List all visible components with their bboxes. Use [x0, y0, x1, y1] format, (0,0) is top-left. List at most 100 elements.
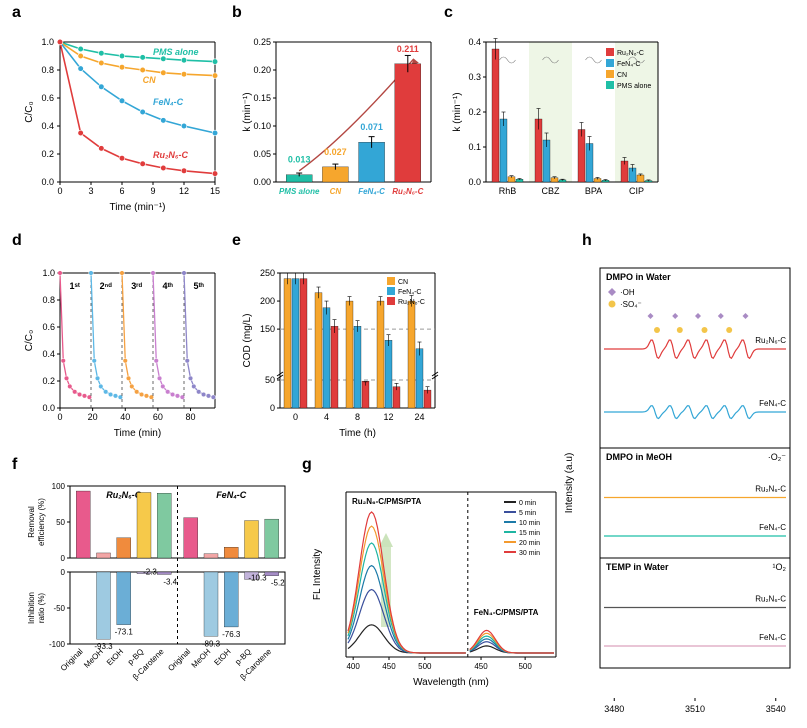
svg-text:FL Intensity: FL Intensity [312, 549, 323, 600]
svg-text:-2.3: -2.3 [143, 568, 157, 577]
svg-text:FeN₄-C: FeN₄-C [759, 399, 786, 408]
svg-text:-89.3: -89.3 [202, 639, 221, 648]
svg-text:-3.4: -3.4 [163, 577, 177, 586]
chart-h: Magnetic Field (G)Intensity (a.u)3480351… [450, 248, 798, 720]
svg-text:0.00: 0.00 [253, 177, 271, 187]
svg-text:4ᵗʰ: 4ᵗʰ [163, 281, 174, 291]
panel-label-f: f [12, 456, 17, 474]
svg-text:BPA: BPA [585, 186, 602, 196]
svg-text:0.0: 0.0 [41, 177, 54, 187]
svg-text:60: 60 [153, 412, 163, 422]
svg-text:15: 15 [210, 186, 220, 196]
svg-text:-100: -100 [49, 640, 66, 649]
svg-text:12: 12 [179, 186, 189, 196]
svg-text:3540: 3540 [766, 704, 786, 714]
svg-text:Time (h): Time (h) [339, 428, 376, 439]
chart-a: 036912150.00.20.40.60.81.0Time (min⁻¹)C/… [20, 20, 225, 220]
svg-text:0.0: 0.0 [42, 403, 55, 413]
svg-text:20: 20 [88, 412, 98, 422]
svg-text:Ru₂N₆-C: Ru₂N₆-C [106, 490, 142, 500]
svg-text:1.0: 1.0 [41, 37, 54, 47]
svg-text:Time (min⁻¹): Time (min⁻¹) [109, 202, 165, 213]
svg-text:PMS alone: PMS alone [617, 83, 651, 90]
svg-text:PMS alone: PMS alone [279, 187, 320, 196]
chart-d: 0204060800.00.20.40.60.81.0Time (min)C/C… [20, 248, 225, 443]
svg-text:1ˢᵗ: 1ˢᵗ [70, 281, 80, 291]
svg-text:MeOH: MeOH [190, 647, 213, 670]
svg-text:FeN₄-C: FeN₄-C [759, 633, 786, 642]
svg-text:-73.1: -73.1 [115, 628, 134, 637]
svg-text:TEMP in Water: TEMP in Water [606, 562, 669, 572]
chart-e: 050150200250COD (mg/L)0481224Time (h)CNF… [238, 248, 443, 443]
chart-c: 0.00.10.20.30.4k (min⁻¹)RhBCBZBPACIPRu₂N… [450, 20, 665, 220]
svg-text:0.013: 0.013 [288, 155, 311, 165]
svg-text:0.8: 0.8 [41, 65, 54, 75]
svg-text:Ru₂N₆-C: Ru₂N₆-C [617, 50, 644, 57]
svg-text:DMPO in MeOH: DMPO in MeOH [606, 452, 672, 462]
svg-text:Original: Original [166, 647, 192, 673]
svg-text:0: 0 [270, 403, 275, 413]
svg-text:DMPO in Water: DMPO in Water [606, 272, 671, 282]
svg-text:Ru₂N₆-C: Ru₂N₆-C [755, 336, 786, 345]
svg-text:3480: 3480 [604, 704, 624, 714]
svg-text:Removal: Removal [27, 506, 36, 538]
svg-text:8: 8 [355, 412, 360, 422]
svg-text:¹O₂: ¹O₂ [773, 562, 787, 572]
svg-text:0.6: 0.6 [41, 93, 54, 103]
svg-text:EtOH: EtOH [212, 647, 232, 667]
svg-text:40: 40 [120, 412, 130, 422]
svg-text:0.15: 0.15 [253, 93, 271, 103]
svg-text:FeN₄-C: FeN₄-C [216, 490, 247, 500]
svg-text:9: 9 [150, 186, 155, 196]
svg-text:FeN₄-C: FeN₄-C [398, 289, 421, 296]
svg-text:0.3: 0.3 [468, 72, 481, 82]
svg-text:5ᵗʰ: 5ᵗʰ [194, 281, 205, 291]
svg-text:CIP: CIP [629, 186, 644, 196]
svg-text:12: 12 [383, 412, 393, 422]
svg-text:450: 450 [382, 662, 396, 671]
svg-text:CN: CN [143, 75, 156, 85]
svg-text:0.8: 0.8 [42, 295, 55, 305]
svg-text:CN: CN [330, 187, 342, 196]
svg-text:6: 6 [119, 186, 124, 196]
svg-text:CN: CN [617, 72, 627, 79]
svg-text:Ru₂N₆-C/PMS/PTA: Ru₂N₆-C/PMS/PTA [352, 497, 421, 506]
svg-text:-76.3: -76.3 [222, 630, 241, 639]
svg-text:0: 0 [57, 412, 62, 422]
svg-text:RhB: RhB [499, 186, 517, 196]
svg-text:400: 400 [346, 662, 360, 671]
svg-text:Ru₂N₆-C: Ru₂N₆-C [392, 187, 423, 196]
svg-text:Ru₂N₆-C: Ru₂N₆-C [755, 595, 786, 604]
svg-text:Time (min): Time (min) [114, 428, 161, 439]
svg-text:50: 50 [56, 518, 65, 527]
svg-text:3510: 3510 [685, 704, 705, 714]
svg-text:CBZ: CBZ [542, 186, 561, 196]
svg-text:500: 500 [418, 662, 432, 671]
svg-text:C/C₀: C/C₀ [24, 101, 35, 122]
svg-text:0: 0 [61, 568, 66, 577]
svg-text:0.2: 0.2 [41, 149, 54, 159]
svg-text:FeN₄-C: FeN₄-C [617, 61, 640, 68]
svg-text:50: 50 [265, 375, 275, 385]
svg-text:·OH: ·OH [620, 288, 635, 297]
svg-text:-50: -50 [53, 604, 65, 613]
svg-text:250: 250 [260, 268, 275, 278]
svg-text:0.4: 0.4 [468, 37, 481, 47]
svg-text:24: 24 [414, 412, 424, 422]
svg-text:Ru₂N₆-C: Ru₂N₆-C [755, 485, 786, 494]
svg-text:0.20: 0.20 [253, 65, 271, 75]
svg-text:Original: Original [59, 647, 85, 673]
svg-text:Inhibition: Inhibition [27, 592, 36, 624]
svg-text:200: 200 [260, 296, 275, 306]
svg-text:Ru₂N₆-C: Ru₂N₆-C [153, 150, 189, 160]
svg-text:0.071: 0.071 [360, 122, 383, 132]
svg-text:0: 0 [61, 554, 66, 563]
svg-text:-10.3: -10.3 [248, 573, 267, 582]
svg-text:Ru₂N₆-C: Ru₂N₆-C [398, 299, 425, 306]
svg-text:2ⁿᵈ: 2ⁿᵈ [100, 281, 113, 291]
svg-text:3ʳᵈ: 3ʳᵈ [131, 281, 142, 291]
svg-text:0.027: 0.027 [324, 147, 347, 157]
svg-text:0.05: 0.05 [253, 149, 271, 159]
svg-text:ratio (%): ratio (%) [37, 593, 46, 624]
svg-text:0.6: 0.6 [42, 322, 55, 332]
